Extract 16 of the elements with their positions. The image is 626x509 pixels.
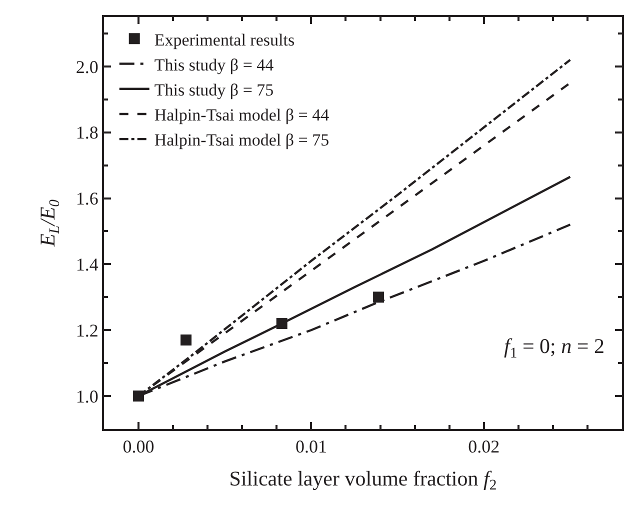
- legend-label: This study β = 75: [154, 80, 274, 100]
- y-tick-label: 1.4: [76, 254, 98, 274]
- legend-label: This study β = 44: [154, 55, 274, 74]
- legend-label: Experimental results: [154, 30, 295, 50]
- legend-label: Halpin-Tsai model β = 75: [154, 130, 330, 150]
- x-tick-label: 0.02: [468, 436, 500, 457]
- y-tick-label: 1.2: [76, 320, 98, 340]
- y-tick-label: 1.6: [76, 188, 98, 209]
- x-axis-title: Silicate layer volume fraction f$_{2}$: [229, 466, 497, 494]
- x-tick-label: 0.01: [295, 436, 327, 457]
- y-tick-label: 1.8: [76, 122, 98, 143]
- y-tick-label: 2.0: [76, 56, 98, 77]
- y-tick-label: 1.0: [76, 386, 98, 406]
- legend-label: Halpin-Tsai model β = 44: [154, 106, 330, 125]
- x-tick-label: 0.00: [122, 436, 154, 457]
- annotation: f$_{1}$ = 0; n = 2: [504, 334, 604, 362]
